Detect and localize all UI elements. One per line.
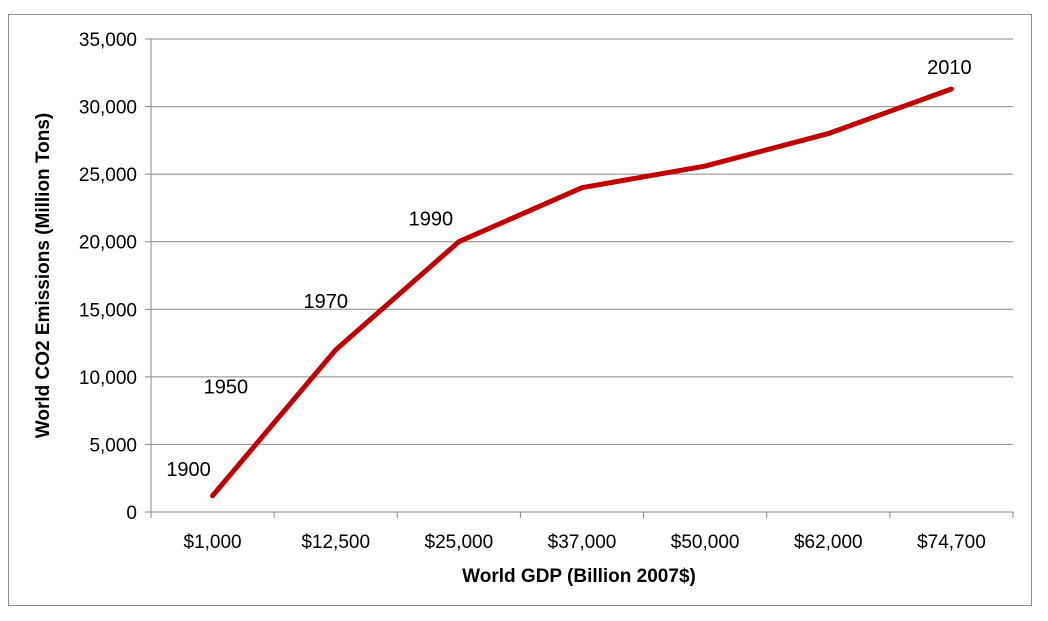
year-annotation: 1970 — [303, 291, 348, 313]
gridlines — [151, 38, 1013, 445]
x-tick-label: $1,000 — [184, 532, 242, 553]
y-tick-label: 25,000 — [79, 165, 137, 186]
series — [210, 86, 954, 499]
x-tick-label: $37,000 — [548, 532, 617, 553]
year-annotation: 1950 — [204, 376, 249, 398]
point-annotations: 1900 1950 1970 1990 2010 — [166, 57, 971, 481]
x-tick-label: $62,000 — [794, 532, 863, 553]
x-tick-label: $50,000 — [671, 532, 740, 553]
x-tick-label: $25,000 — [425, 532, 494, 553]
x-tick-label: $74,700 — [917, 532, 986, 553]
series-line — [210, 86, 954, 499]
year-annotation: 1990 — [409, 209, 454, 231]
y-tick-label: 20,000 — [79, 233, 137, 254]
year-annotation: 2010 — [927, 57, 972, 79]
y-tick-label: 5,000 — [89, 435, 137, 456]
y-axis-title: World CO2 Emissions (Million Tons) — [33, 113, 54, 438]
y-tick-label: 0 — [126, 503, 137, 524]
y-tick-label: 15,000 — [79, 300, 137, 321]
year-annotation: 1900 — [166, 459, 211, 481]
chart-frame — [8, 14, 1032, 606]
y-tick-label: 35,000 — [79, 30, 137, 51]
y-tick-labels: 0 5,000 10,000 15,000 20,000 25,000 30,000 35,0… — [79, 30, 137, 524]
x-axis-title: World GDP (Billion 2007$) — [462, 566, 696, 587]
y-tick-label: 10,000 — [79, 368, 137, 389]
axes — [145, 38, 1014, 518]
x-tick-labels: $1,000 $12,500 $25,000 $37,000 $50,000 $62,00… — [184, 532, 986, 553]
x-tick-label: $12,500 — [301, 532, 370, 553]
y-tick-label: 30,000 — [79, 98, 137, 119]
